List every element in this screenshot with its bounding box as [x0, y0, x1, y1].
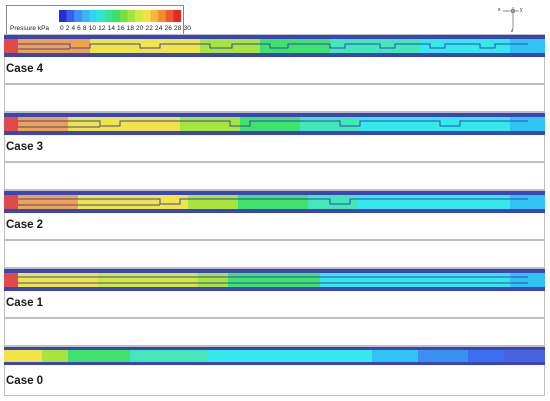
spacer-panel [4, 240, 545, 268]
legend-swatch [59, 10, 67, 22]
spacer-panel [4, 318, 545, 346]
legend-colorbar [59, 10, 182, 22]
legend-swatch [104, 10, 113, 22]
legend-swatch [158, 10, 166, 22]
legend-swatch [150, 10, 159, 22]
case-label: Case 1 [6, 297, 44, 309]
case-0-contour [4, 347, 545, 365]
case-1-contour [4, 269, 545, 291]
case-label: Case 2 [6, 219, 44, 231]
case-label: Case 4 [6, 63, 44, 75]
axis-y-label: y [520, 7, 523, 13]
legend-tick-labels: 0 2 4 6 8 10 12 14 16 18 20 22 24 26 28 … [60, 25, 191, 32]
legend-swatch [74, 10, 83, 22]
axis-triad-icon: x y z [495, 3, 525, 34]
case-2-contour [4, 191, 545, 213]
case-4-contour [4, 35, 545, 57]
legend-swatch [173, 10, 182, 22]
legend-swatch [165, 10, 174, 22]
legend-swatch [112, 10, 121, 22]
case-label: Case 3 [6, 141, 44, 153]
legend-swatch [89, 10, 98, 22]
legend-swatch [142, 10, 151, 22]
case-3-contour [4, 113, 545, 135]
legend-swatch [81, 10, 90, 22]
pressure-legend: Pressure kPa 0 2 4 6 8 10 12 14 16 18 20… [6, 5, 191, 37]
spacer-panel [4, 84, 545, 112]
legend-swatch [127, 10, 136, 22]
legend-title: Pressure kPa [10, 25, 50, 32]
legend-swatch [66, 10, 75, 22]
case-label: Case 0 [6, 375, 44, 387]
legend-swatch [97, 10, 105, 22]
legend-swatch [135, 10, 144, 22]
axis-x-label: x [498, 7, 501, 13]
spacer-panel [4, 162, 545, 190]
axis-z-label: z [511, 28, 514, 34]
legend-swatch [120, 10, 128, 22]
